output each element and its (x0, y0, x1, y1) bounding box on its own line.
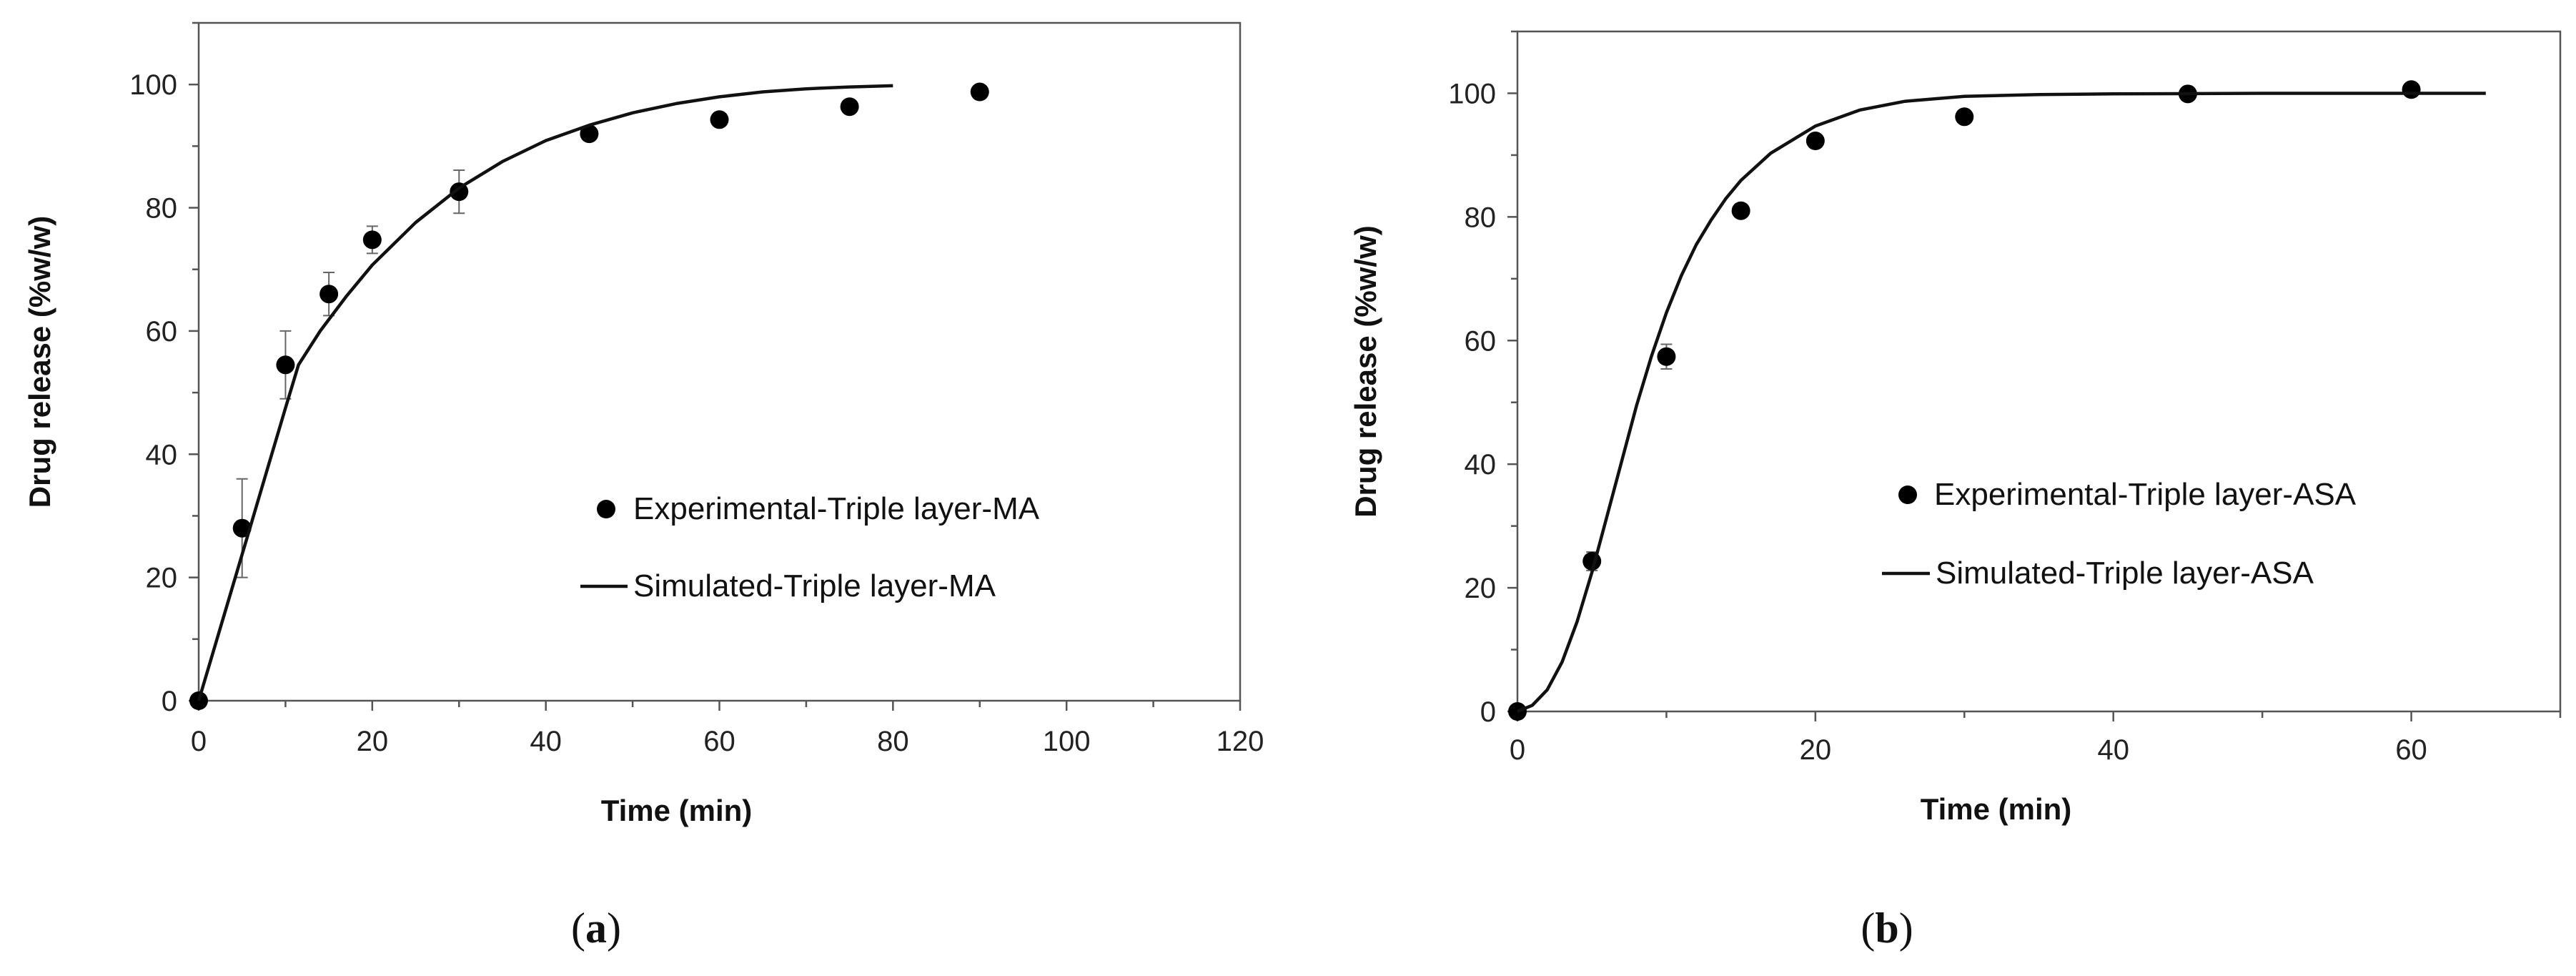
data-point (1955, 107, 1974, 127)
panel-label: (b) (1861, 904, 1913, 952)
x-tick-label: 40 (530, 726, 562, 757)
legend-label-simulated: Simulated-Triple layer-MA (633, 568, 996, 603)
x-tick-label: 0 (191, 726, 207, 757)
legend-label-simulated: Simulated-Triple layer-ASA (1936, 556, 2314, 591)
legend-marker-experimental (597, 500, 615, 518)
legend: Experimental-Triple layer-ASA Simulated-T… (1882, 477, 2357, 591)
y-tick-label: 20 (1465, 573, 1497, 604)
legend-label-experimental: Experimental-Triple layer-ASA (1934, 477, 2357, 512)
x-tick-label: 0 (1510, 734, 1525, 766)
data-point (1657, 347, 1676, 366)
x-tick-label: 80 (877, 726, 909, 757)
simulated-line (1517, 92, 2486, 714)
y-tick-label: 60 (1465, 325, 1497, 357)
legend-label-experimental: Experimental-Triple layer-MA (633, 491, 1040, 526)
y-tick-label: 100 (1448, 78, 1496, 109)
plot-frame (1516, 30, 2562, 713)
y-axis-title: Drug release (%w/w) (1349, 225, 1382, 517)
y-tick-label: 40 (1465, 449, 1497, 480)
chart-panel-a: 0 20 40 60 80 100 0 20 40 60 80 100 120 Time (min) Dru… (23, 21, 1264, 952)
y-axis-title: Drug release (%w/w) (23, 216, 56, 508)
simulated-line (197, 84, 893, 701)
y-tick-label: 0 (1480, 696, 1496, 728)
x-tick-label: 60 (703, 726, 735, 757)
data-point (580, 124, 599, 144)
y-tick-label: 20 (146, 563, 178, 594)
y-tick-label: 60 (146, 316, 178, 347)
legend-marker-experimental (1898, 485, 1917, 504)
data-point (362, 230, 382, 250)
chart-panel-b: 0 20 40 60 80 100 0 20 40 60 Time (min) Drug releas… (1349, 30, 2562, 952)
x-tick-label: 20 (1800, 734, 1832, 766)
x-tick-label: 100 (1043, 726, 1091, 757)
data-point (1731, 201, 1750, 220)
x-axis-title: Time (min) (601, 794, 753, 827)
x-tick-label: 40 (2097, 734, 2129, 766)
data-point (276, 355, 295, 375)
data-point (710, 110, 729, 129)
x-tick-label: 60 (2395, 734, 2427, 766)
data-point (1805, 132, 1825, 151)
panel-label: (a) (571, 904, 621, 952)
data-point (232, 518, 252, 538)
y-tick-label: 100 (129, 69, 177, 101)
data-point (840, 97, 859, 117)
x-tick-label: 20 (357, 726, 389, 757)
y-tick-label: 0 (162, 686, 177, 717)
data-point (2402, 80, 2421, 99)
y-tick-label: 80 (1465, 202, 1497, 233)
y-tick-label: 40 (146, 439, 178, 470)
x-axis-title: Time (min) (1921, 792, 2072, 826)
legend: Experimental-Triple layer-MA Simulated-Tr… (580, 491, 1040, 603)
y-tick-label: 80 (146, 193, 178, 225)
data-point (319, 285, 339, 304)
x-tick-label: 120 (1217, 726, 1264, 757)
data-point (970, 82, 989, 102)
